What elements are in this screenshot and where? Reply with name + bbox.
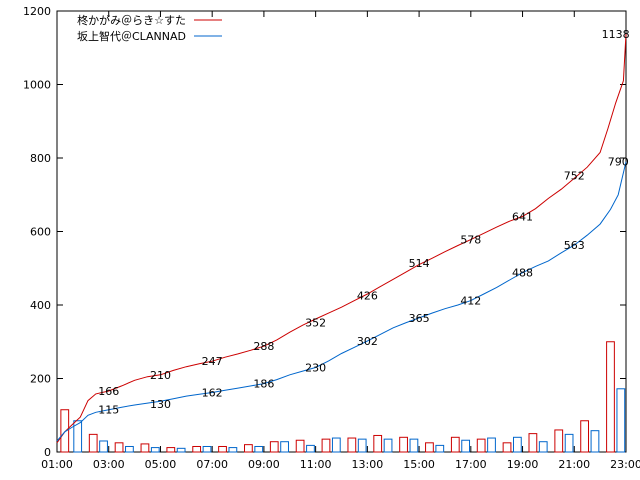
bar-series-1 [228, 447, 238, 453]
bar-series-1 [357, 438, 367, 453]
data-label-series-0: 641 [512, 210, 533, 223]
data-label-series-1: 365 [409, 312, 430, 325]
data-label-series-1: 563 [564, 239, 585, 252]
data-label-series-0: 210 [150, 369, 171, 382]
x-tick-label: 19:00 [507, 458, 539, 471]
bar-series-1 [202, 445, 212, 453]
data-labels-layer: 166 210 247 288 352 426 514 578 641 752 1138 115 130… [98, 28, 629, 417]
bar-series-0 [347, 437, 357, 453]
y-tick-label: 1000 [23, 79, 51, 92]
data-label-series-0: 752 [564, 170, 585, 183]
y-tick-label: 200 [30, 373, 51, 386]
bar-series-1 [487, 437, 496, 453]
bar-series-0 [425, 442, 434, 453]
bar-series-1 [331, 437, 341, 453]
data-label-series-1: 790 [608, 156, 629, 169]
bar-series-0 [606, 341, 615, 453]
legend-label-kagami: 柊かがみ＠らき☆すた [77, 13, 186, 27]
bar-series-1 [538, 441, 548, 453]
bar-series-1 [590, 430, 600, 453]
y-tick-label: 800 [30, 152, 51, 165]
bar-series-1 [125, 445, 134, 453]
x-tick-label: 23:00 [610, 458, 640, 471]
bar-series-1 [280, 441, 289, 453]
bar-series-0 [554, 429, 564, 453]
bar-series-0 [450, 436, 460, 453]
bar-series-0 [192, 445, 202, 453]
bar-series-0 [373, 434, 383, 453]
bar-series-1 [306, 444, 315, 453]
bar-series-1 [150, 447, 160, 453]
data-label-series-0: 247 [202, 355, 223, 368]
lines-layer [56, 33, 627, 444]
bar-series-1 [564, 433, 574, 453]
data-label-series-1: 186 [253, 378, 274, 391]
x-tick-label: 09:00 [248, 458, 280, 471]
bar-series-0 [580, 420, 589, 453]
bar-series-0 [476, 438, 486, 453]
bar-series-0 [114, 442, 124, 453]
y-tick-label: 400 [30, 299, 51, 312]
data-label-series-0: 1138 [602, 28, 630, 41]
legend-label-tomoyo: 坂上智代＠CLANNAD [77, 29, 186, 43]
bar-series-0 [60, 409, 70, 453]
bar-series-0 [502, 442, 512, 453]
bar-series-1 [461, 439, 471, 453]
axes: 0 200 400 600 800 1000 1200 01:00 03:00 05:00 07:0… [23, 5, 640, 471]
data-label-series-0: 166 [98, 385, 119, 398]
bar-series-1 [383, 438, 393, 453]
data-label-series-0: 288 [253, 340, 274, 353]
x-tick-label: 05:00 [145, 458, 177, 471]
bar-series-0 [88, 433, 98, 453]
data-label-series-1: 302 [357, 335, 378, 348]
bar-series-0 [321, 438, 331, 453]
data-label-series-1: 162 [202, 386, 223, 399]
bar-series-1 [99, 440, 108, 453]
line-series-0 [56, 33, 627, 444]
y-tick-label: 600 [30, 226, 51, 239]
bar-series-0 [269, 441, 279, 453]
bar-series-0 [140, 443, 150, 453]
x-tick-label: 17:00 [455, 458, 487, 471]
x-tick-label: 07:00 [196, 458, 228, 471]
x-tick-label: 03:00 [93, 458, 125, 471]
data-label-series-0: 426 [357, 289, 378, 302]
legend: 柊かがみ＠らき☆すた 坂上智代＠CLANNAD [77, 13, 222, 43]
y-tick-label: 0 [44, 446, 51, 459]
bar-series-1 [73, 420, 83, 453]
data-label-series-1: 488 [512, 267, 533, 280]
data-label-series-1: 130 [150, 398, 171, 411]
bar-series-0 [166, 447, 176, 453]
bar-series-1 [409, 438, 419, 453]
bar-series-0 [218, 445, 227, 453]
bar-series-1 [254, 445, 264, 453]
bar-series-1 [435, 444, 445, 453]
plot-frame [56, 10, 627, 453]
data-label-series-1: 115 [98, 404, 119, 417]
data-label-series-0: 578 [460, 234, 481, 247]
x-tick-label: 13:00 [352, 458, 384, 471]
bar-series-0 [244, 444, 253, 453]
data-label-series-0: 352 [305, 317, 326, 330]
x-tick-label: 21:00 [558, 458, 590, 471]
x-tick-label: 11:00 [300, 458, 332, 471]
y-tick-label: 1200 [23, 5, 51, 18]
line-series-1 [56, 161, 627, 442]
bar-series-0 [528, 433, 538, 453]
bar-series-0 [399, 436, 408, 453]
bar-series-1 [512, 436, 522, 453]
bar-series-0 [295, 439, 305, 453]
data-label-series-1: 230 [305, 361, 326, 374]
data-label-series-1: 412 [460, 295, 481, 308]
data-label-series-0: 514 [409, 257, 430, 270]
bar-series-1 [176, 447, 186, 453]
x-tick-label: 15:00 [403, 458, 435, 471]
bars-layer [60, 341, 626, 453]
x-tick-label: 01:00 [41, 458, 73, 471]
bar-series-1 [616, 388, 626, 453]
